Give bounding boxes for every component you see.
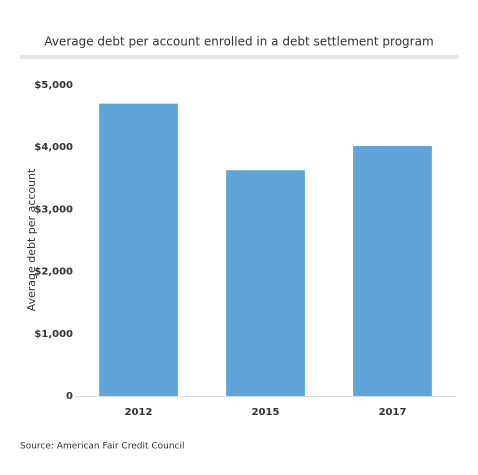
bar <box>99 103 178 396</box>
source-note: Source: American Fair Credit Council <box>20 442 185 452</box>
y-tick-label: $4,000 <box>34 142 73 153</box>
y-tick-label: $1,000 <box>34 329 73 340</box>
y-axis-label: Average debt per account <box>25 168 38 311</box>
y-tick-label: $5,000 <box>34 80 73 91</box>
x-tick-label: 2017 <box>379 407 407 418</box>
x-tick-label: 2012 <box>125 407 153 418</box>
y-tick-label: $2,000 <box>34 267 73 278</box>
title-rule <box>20 55 458 59</box>
chart-title: Average debt per account enrolled in a d… <box>44 35 433 49</box>
bar <box>353 145 432 396</box>
y-tick-label: $3,000 <box>34 204 73 215</box>
bar <box>226 170 305 396</box>
x-tick-label: 2015 <box>252 407 280 418</box>
y-tick-label: 0 <box>66 391 73 402</box>
